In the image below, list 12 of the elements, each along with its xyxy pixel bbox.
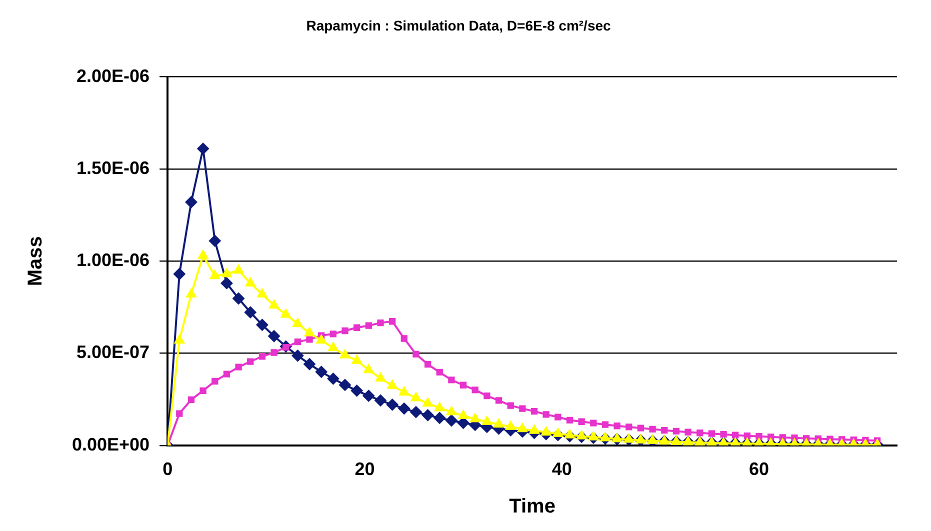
y-tick-label: 1.50E-06 (76, 158, 150, 178)
y-tick-label: 5.00E-07 (76, 342, 150, 362)
chart-title: Rapamycin : Simulation Data, D=6E-8 cm²/sec (306, 17, 612, 34)
x-axis-title: Time (509, 496, 556, 518)
x-tick-label: 20 (354, 459, 375, 480)
y-tick-label: 0.00E+00 (72, 434, 150, 454)
x-tick-label: 0 (162, 459, 173, 480)
y-axis-title: Mass (24, 236, 47, 286)
x-tick-label: 60 (748, 459, 770, 480)
y-tick-label: 2.00E-06 (76, 66, 150, 86)
y-tick-label: 1.00E-06 (76, 250, 150, 270)
x-tick-label: 40 (552, 459, 572, 480)
